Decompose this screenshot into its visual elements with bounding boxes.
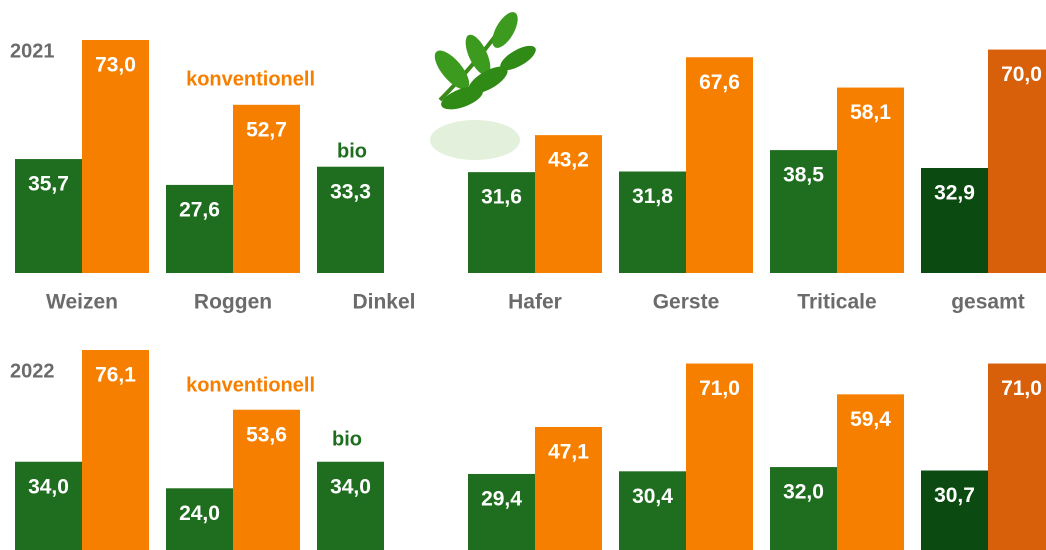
bar [468, 473, 535, 550]
x-tick-label: Dinkel [352, 291, 415, 314]
bar [619, 171, 686, 273]
bar [921, 470, 988, 550]
x-tick-label: Hafer [508, 291, 562, 314]
bar [233, 409, 300, 550]
x-tick-label: Triticale [797, 291, 876, 314]
bar [837, 394, 904, 550]
chart-title: 2021 [10, 40, 55, 62]
bar [166, 184, 233, 273]
bar [317, 166, 384, 273]
value-label: 33,3 [330, 180, 371, 203]
value-label: 47,1 [548, 441, 589, 464]
legend-label: konventionell [186, 68, 315, 90]
value-label: 30,4 [632, 485, 673, 508]
value-label: 34,0 [28, 475, 69, 498]
chart-title: 2022 [10, 360, 55, 382]
value-label: 31,6 [481, 186, 522, 209]
value-label: 38,5 [783, 164, 824, 187]
legend-label: konventionell [186, 374, 315, 396]
bar [233, 104, 300, 273]
x-tick-label: Gerste [653, 291, 720, 314]
value-label: 73,0 [95, 54, 136, 77]
bar [921, 167, 988, 273]
legend-label: bio [337, 140, 367, 162]
value-label: 70,0 [1001, 63, 1042, 86]
bar [686, 57, 753, 274]
bar [770, 467, 837, 550]
value-label: 58,1 [850, 101, 891, 124]
bar [82, 40, 149, 273]
bar [619, 471, 686, 550]
legend-label: bio [332, 428, 362, 450]
bar [317, 461, 384, 550]
value-label: 43,2 [548, 149, 589, 172]
bar [770, 150, 837, 273]
value-label: 32,9 [934, 182, 975, 205]
value-label: 30,7 [934, 484, 975, 507]
bar [166, 488, 233, 550]
value-label: 27,6 [179, 198, 220, 221]
bar [686, 363, 753, 550]
x-tick-label: gesamt [951, 291, 1025, 314]
bar [535, 426, 602, 550]
x-tick-label: Roggen [194, 291, 272, 314]
value-label: 71,0 [699, 377, 740, 400]
value-label: 31,8 [632, 185, 673, 208]
value-label: 29,4 [481, 488, 522, 511]
value-label: 67,6 [699, 71, 740, 94]
bar [988, 363, 1046, 550]
value-label: 52,7 [246, 118, 287, 141]
value-label: 59,4 [850, 408, 891, 431]
value-label: 76,1 [95, 364, 136, 387]
bar [468, 172, 535, 273]
bar [535, 135, 602, 273]
value-label: 32,0 [783, 481, 824, 504]
bar [988, 49, 1046, 273]
bar [15, 461, 82, 550]
value-label: 71,0 [1001, 377, 1042, 400]
wheat-icon [430, 12, 536, 160]
value-label: 35,7 [28, 173, 69, 196]
value-label: 24,0 [179, 502, 220, 525]
bar [15, 159, 82, 273]
value-label: 34,0 [330, 475, 371, 498]
bar [82, 350, 149, 550]
x-tick-label: Weizen [46, 291, 118, 314]
value-label: 53,6 [246, 423, 287, 446]
bar [837, 87, 904, 274]
